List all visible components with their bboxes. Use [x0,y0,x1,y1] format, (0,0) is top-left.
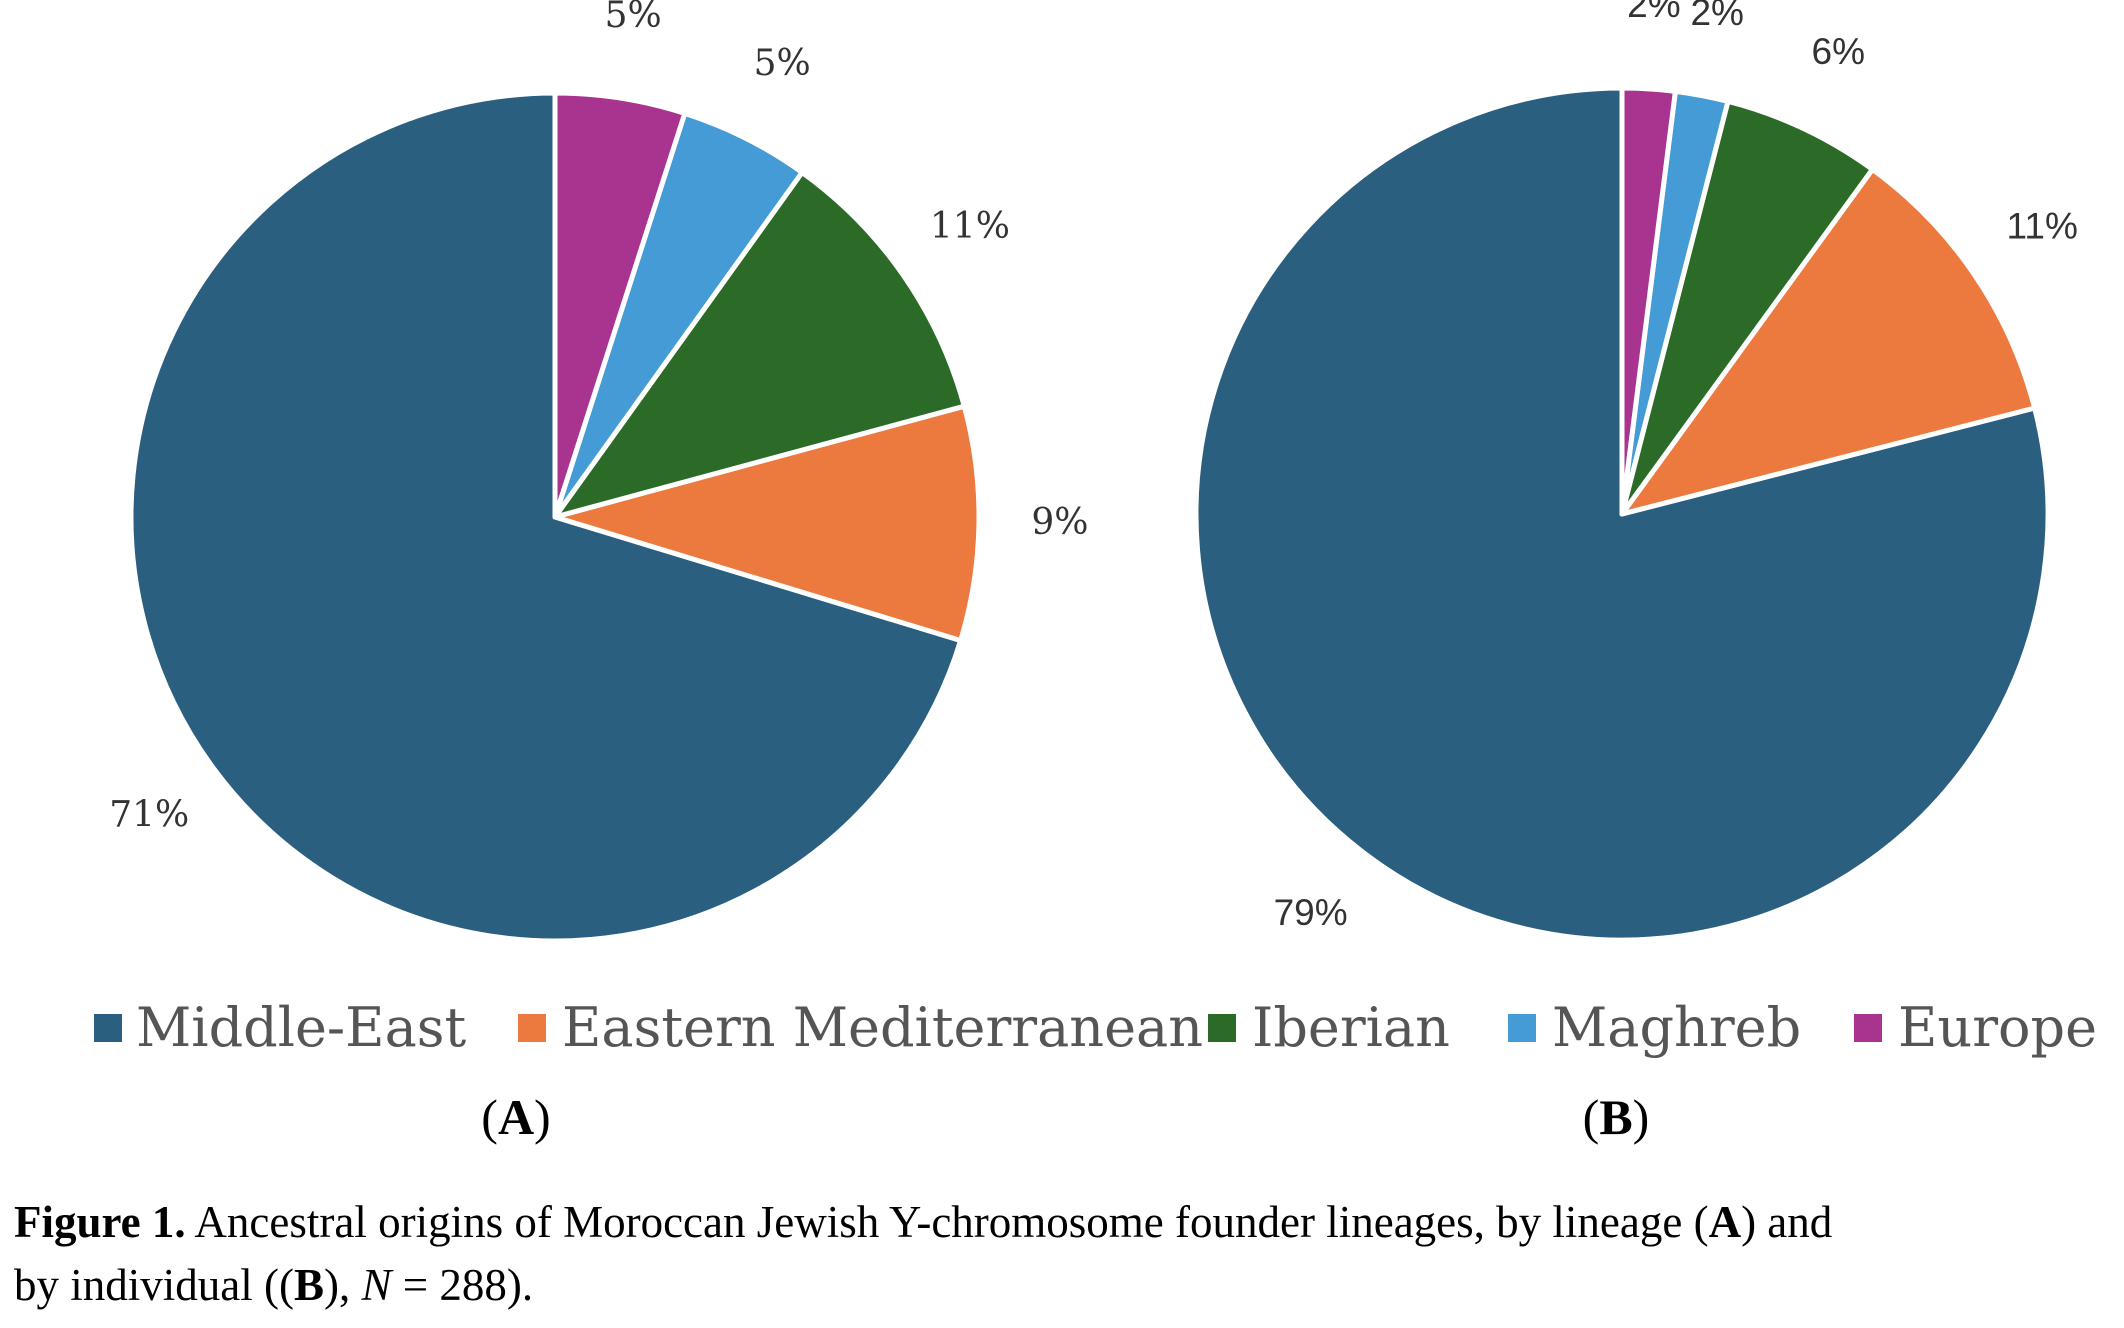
pie-chart-a: 71% 9% 11% 5% 5% [109,0,1088,944]
legend-label-iberian: Iberian [1252,996,1450,1059]
legend-label-middle-east: Middle-East [136,996,466,1059]
pie-a-label-middle-east: 71% [109,795,189,836]
pie-a-slice-iberian [552,169,967,520]
pie-b-label-maghreb: 2% [1690,0,1743,33]
pie-b-label-eastern-mediterranean: 11% [2007,205,2078,246]
legend-label-eastern-mediterranean: Eastern Mediterranean [562,996,1203,1059]
legend-swatch-iberian [1208,1014,1236,1042]
pie-chart-b: 79% 11% 6% 2% 2% [1193,0,2078,943]
legend-label-maghreb: Maghreb [1552,996,1801,1059]
pie-b-slice-eastern-mediterranean [1619,166,2038,517]
panel-label-b: (B) [1583,1089,1650,1145]
pie-b-label-iberian: 6% [1812,31,1865,72]
pie-a-label-iberian: 11% [930,206,1010,247]
pie-b-slice-iberian [1619,98,1875,517]
legend-swatch-eastern-mediterranean [518,1014,546,1042]
pie-a-slice-middle-east [128,90,964,944]
pie-b-label-middle-east: 79% [1274,892,1348,933]
panel-label-a: (A) [481,1089,550,1145]
pie-a-label-europe: 5% [605,0,662,36]
pie-a-label-maghreb: 5% [754,43,811,84]
legend-swatch-europe [1854,1014,1882,1042]
pie-a-slice-europe [552,90,688,520]
figure-caption-line-1: Figure 1. Ancestral origins of Moroccan … [14,1197,1832,1247]
pie-b-label-europe: 2% [1627,0,1680,25]
legend-swatch-maghreb [1508,1014,1536,1042]
pie-a-slice-eastern-mediterranean [552,403,982,643]
figure-caption-line-2: by individual ((B), N = 288). [14,1260,533,1310]
legend-label-europe: Europe [1898,996,2097,1059]
pie-b-slice-europe [1619,85,1678,517]
legend: Middle-East Eastern Mediterranean Iberia… [94,996,2097,1059]
pie-a-label-eastern-mediterranean: 9% [1031,502,1088,543]
legend-swatch-middle-east [94,1014,122,1042]
